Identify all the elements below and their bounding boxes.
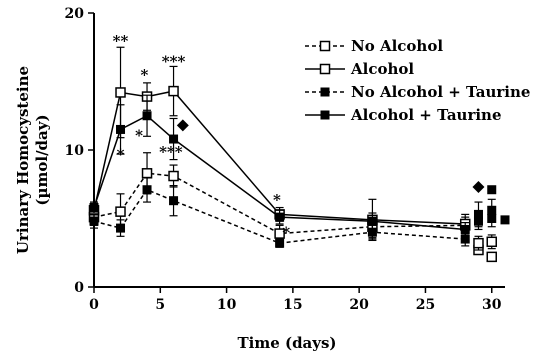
x-tick-label: 10 [217, 297, 237, 313]
data-point [168, 170, 179, 182]
data-point [115, 87, 126, 98]
y-tick-label: 0 [74, 280, 84, 296]
y-axis-title-line-2: (µmol/day) [33, 114, 51, 205]
significance-marker: * [135, 126, 143, 144]
y-tick-label: 10 [65, 143, 85, 159]
data-point [115, 206, 126, 217]
legend-entry: Alcohol [350, 60, 414, 78]
data-point [472, 180, 485, 193]
data-point [176, 119, 189, 132]
x-tick-label: 0 [89, 297, 99, 313]
legend-entry: No Alcohol [351, 37, 443, 55]
data-point [142, 111, 152, 121]
significance-marker: * [282, 224, 290, 242]
legend-marker [319, 40, 331, 52]
data-point [486, 236, 497, 248]
data-point [141, 168, 153, 179]
data-point [473, 209, 483, 219]
x-tick-label: 30 [482, 297, 502, 313]
legend-marker [320, 87, 330, 97]
data-point [487, 205, 497, 215]
data-point [116, 223, 126, 233]
legend-entry: No Alcohol + Taurine [351, 83, 530, 101]
significance-marker: *** [159, 143, 183, 161]
data-point [487, 185, 497, 195]
data-point [274, 228, 285, 239]
significance-marker: ** [113, 32, 129, 50]
data-point [169, 134, 179, 144]
y-tick-label: 20 [65, 6, 85, 22]
x-tick-label: 15 [283, 297, 302, 313]
data-point [142, 185, 152, 195]
data-point [460, 224, 470, 234]
data-point [473, 237, 484, 249]
data-point [367, 216, 377, 226]
data-point [367, 227, 377, 237]
data-point [169, 196, 179, 206]
data-point [275, 238, 285, 248]
legend-entry: Alcohol + Taurine [350, 106, 502, 124]
significance-marker: * [140, 66, 148, 84]
data-point [460, 234, 470, 244]
significance-marker: * [117, 146, 125, 164]
data-point [89, 203, 99, 213]
data-point [486, 251, 497, 263]
x-axis-title: Time (days) [237, 334, 336, 352]
significance-marker: *** [162, 52, 186, 70]
data-point [275, 212, 285, 222]
x-tick-label: 20 [349, 297, 369, 313]
data-point [116, 124, 126, 134]
data-point [500, 215, 510, 225]
significance-marker: * [273, 191, 281, 209]
y-axis-title-line-1: Urinary Homocysteine [14, 66, 32, 254]
data-point [168, 85, 179, 97]
legend-marker [320, 110, 330, 120]
x-tick-label: 25 [416, 297, 435, 313]
x-tick-label: 5 [155, 297, 165, 313]
legend-marker [319, 63, 331, 75]
data-point [89, 216, 99, 226]
